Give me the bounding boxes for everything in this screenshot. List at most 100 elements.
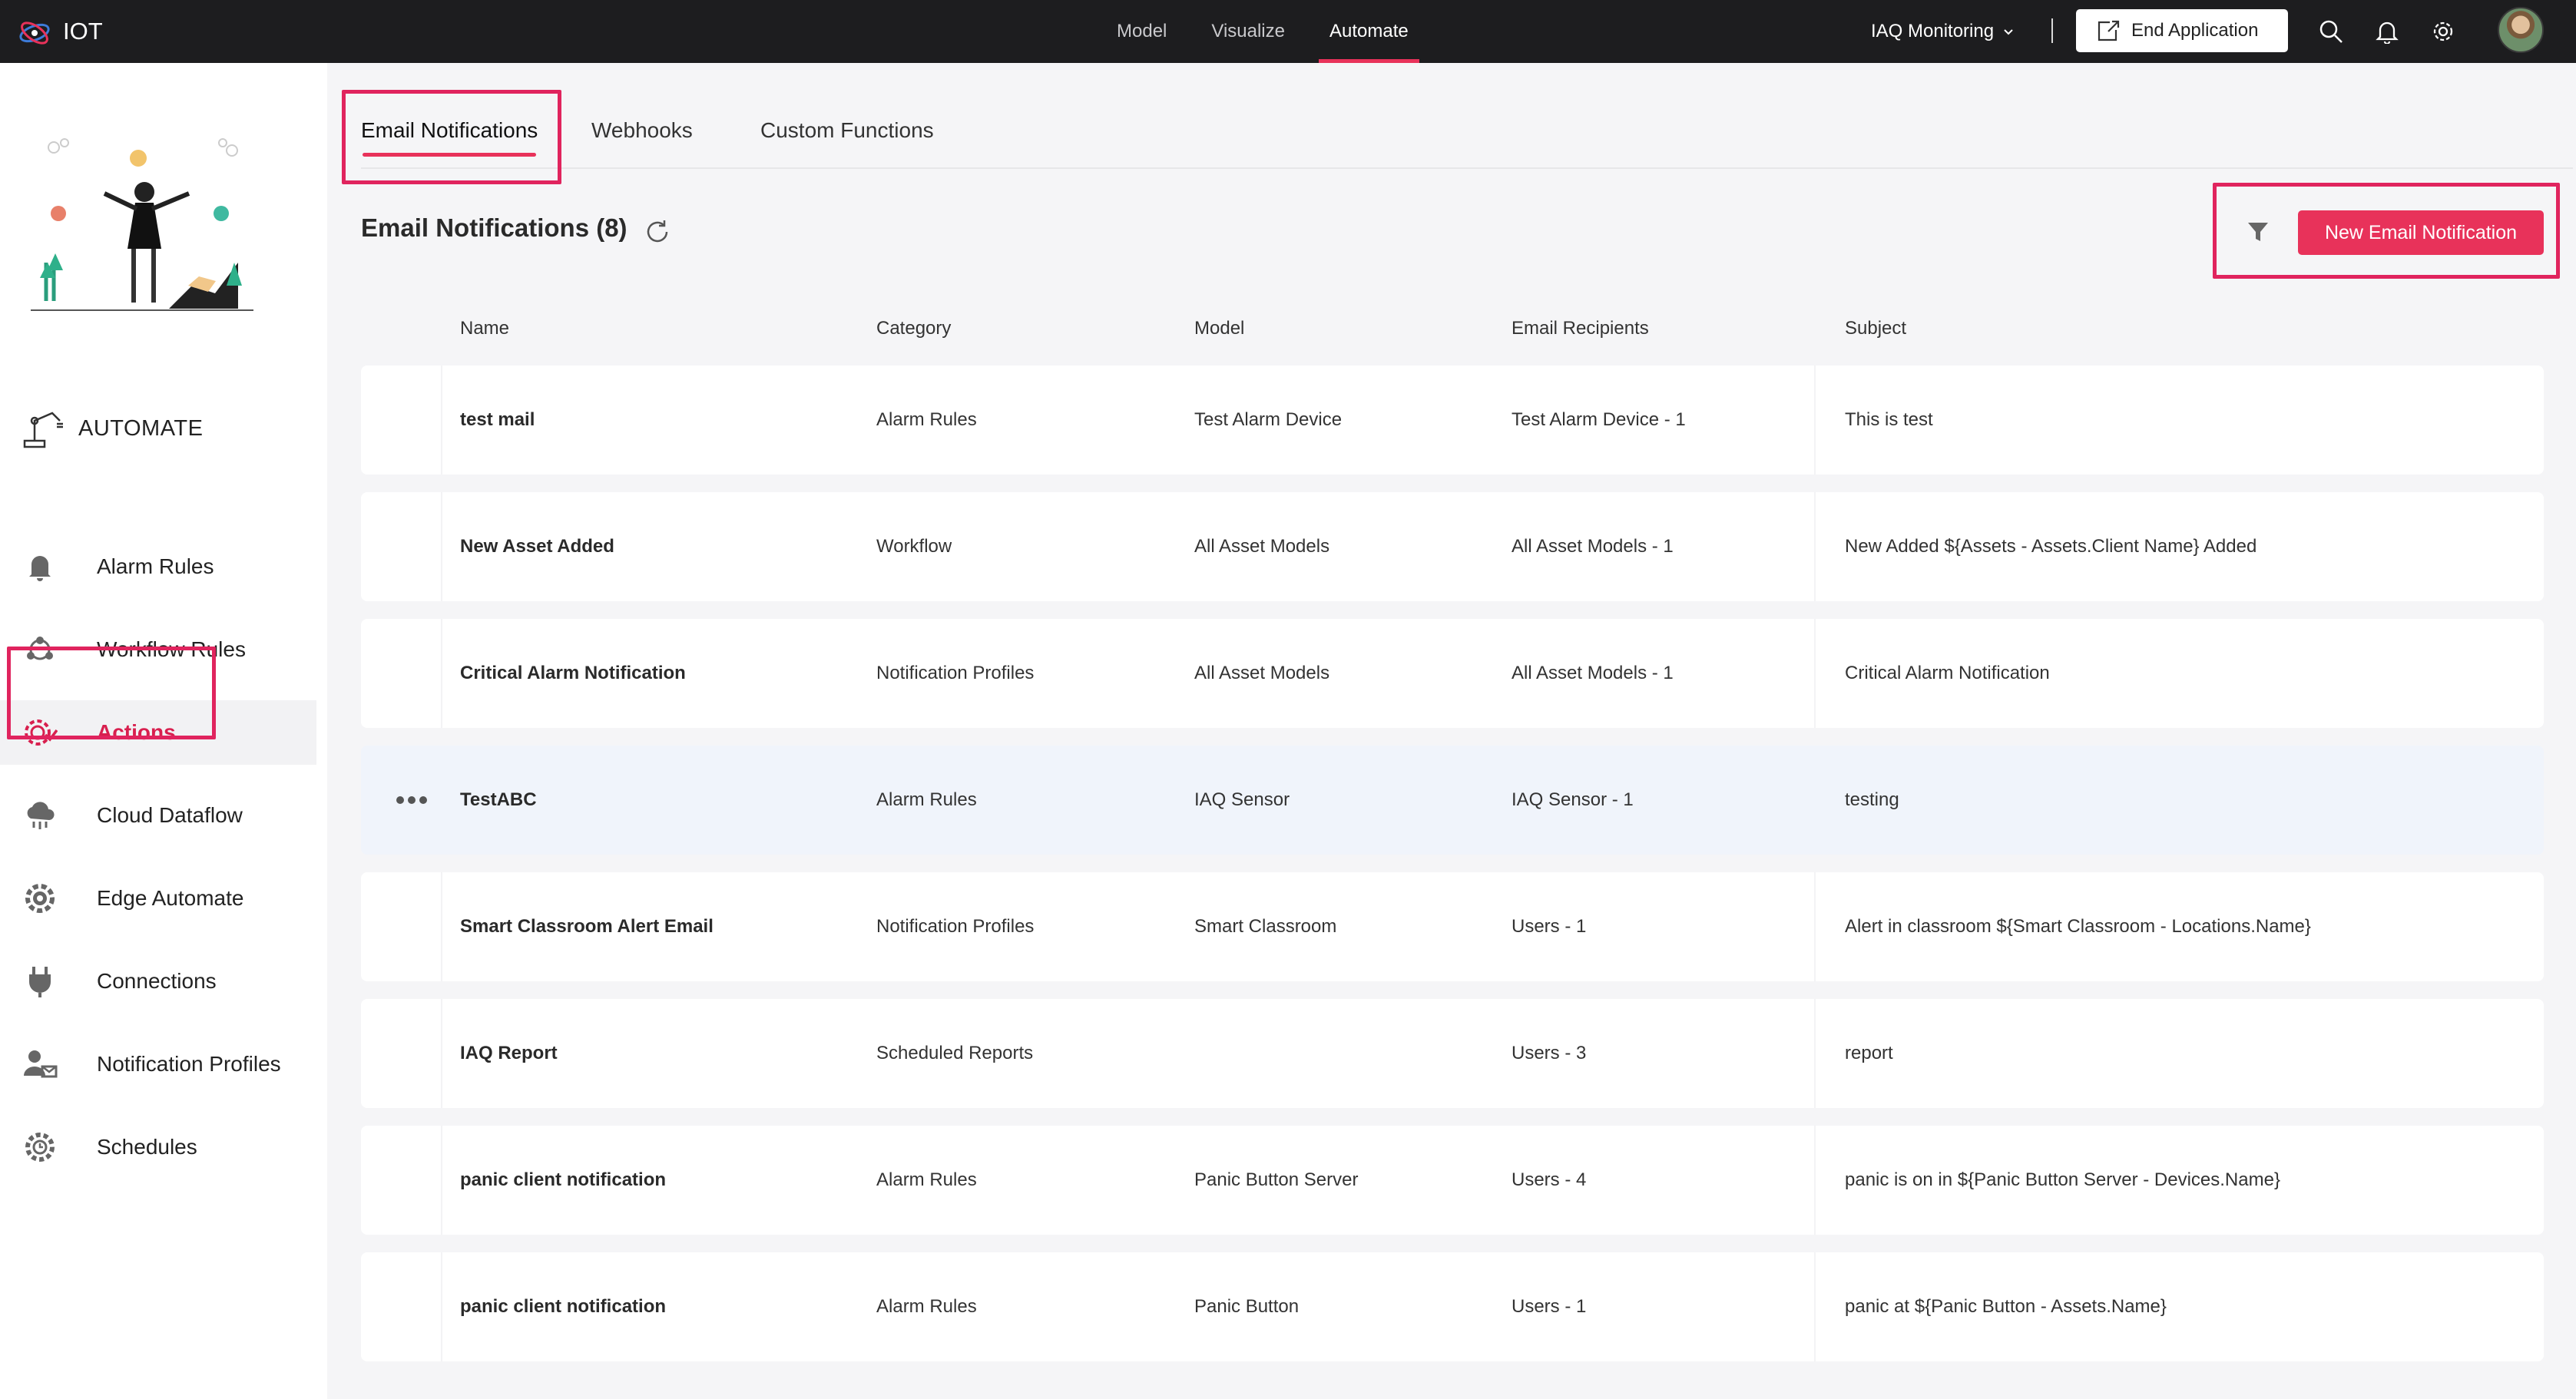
- column-header-model[interactable]: Model: [1194, 318, 1245, 339]
- row-separator: [441, 1126, 442, 1235]
- column-header-name[interactable]: Name: [460, 318, 510, 339]
- row-separator: [441, 999, 442, 1108]
- sidebar-item-label: Alarm Rules: [97, 554, 214, 578]
- filter-icon[interactable]: [2243, 217, 2273, 247]
- cell-category: Notification Profiles: [876, 916, 1035, 937]
- brand-name: IOT: [63, 18, 103, 45]
- tab-email-notifications[interactable]: Email Notifications: [361, 94, 538, 167]
- cell-recipients: Users - 1: [1511, 1296, 1587, 1317]
- row-separator: [1814, 492, 1816, 601]
- cell-subject: Critical Alarm Notification: [1845, 663, 2050, 683]
- sidebar-item-notification-profiles[interactable]: Notification Profiles: [0, 1032, 316, 1096]
- cell-recipients: All Asset Models - 1: [1511, 536, 1674, 557]
- row-separator: [441, 365, 442, 475]
- refresh-icon[interactable]: [644, 218, 671, 246]
- cell-model: All Asset Models: [1194, 663, 1330, 683]
- row-more-options-icon[interactable]: [396, 788, 435, 812]
- cell-name: Smart Classroom Alert Email: [460, 916, 714, 937]
- table-row[interactable]: panic client notification Alarm Rules Pa…: [361, 1126, 2544, 1235]
- cell-name: TestABC: [460, 789, 537, 810]
- main-nav: Model Visualize Automate: [1106, 0, 1442, 63]
- cell-subject: testing: [1845, 789, 1899, 810]
- cell-name: panic client notification: [460, 1296, 667, 1317]
- column-header-category[interactable]: Category: [876, 318, 952, 339]
- sidebar-item-label: Schedules: [97, 1135, 197, 1159]
- bell-icon[interactable]: [2372, 17, 2402, 46]
- sidebar-item-edge-automate[interactable]: Edge Automate: [0, 866, 316, 931]
- cell-category: Alarm Rules: [876, 1296, 977, 1317]
- sidebar-item-cloud-dataflow[interactable]: Cloud Dataflow: [0, 783, 316, 848]
- tab-label: Custom Functions: [760, 118, 934, 142]
- cell-name: IAQ Report: [460, 1043, 558, 1063]
- sidebar-item-workflow-rules[interactable]: Workflow Rules: [0, 617, 316, 682]
- cell-recipients: Users - 4: [1511, 1169, 1587, 1190]
- cell-category: Alarm Rules: [876, 409, 977, 430]
- new-email-notification-button[interactable]: New Email Notification: [2298, 210, 2544, 255]
- table-row[interactable]: test mail Alarm Rules Test Alarm Device …: [361, 365, 2544, 475]
- cell-subject: This is test: [1845, 409, 1933, 430]
- sidebar-item-connections[interactable]: Connections: [0, 949, 316, 1014]
- table-row[interactable]: IAQ Report Scheduled Reports Users - 3 r…: [361, 999, 2544, 1108]
- cell-recipients: Users - 1: [1511, 916, 1587, 937]
- sidebar-item-label: Actions: [97, 720, 176, 744]
- row-separator: [1814, 365, 1816, 475]
- cell-category: Notification Profiles: [876, 663, 1035, 683]
- cell-model: Smart Classroom: [1194, 916, 1337, 937]
- cell-recipients: IAQ Sensor - 1: [1511, 789, 1634, 810]
- table-row[interactable]: Smart Classroom Alert Email Notification…: [361, 872, 2544, 981]
- sidebar-item-alarm-rules[interactable]: Alarm Rules: [0, 534, 316, 599]
- cell-recipients: All Asset Models - 1: [1511, 663, 1674, 683]
- active-tab-indicator: [363, 153, 537, 157]
- cell-subject: New Added ${Assets - Assets.Client Name}…: [1845, 536, 2257, 557]
- nav-visualize[interactable]: Visualize: [1211, 21, 1285, 41]
- bell-icon: [22, 548, 58, 585]
- table-row[interactable]: New Asset Added Workflow All Asset Model…: [361, 492, 2544, 601]
- sidebar-item-schedules[interactable]: Schedules: [0, 1115, 316, 1179]
- cell-name: Critical Alarm Notification: [460, 663, 686, 683]
- application-selector[interactable]: IAQ Monitoring: [1871, 0, 2014, 63]
- cell-category: Alarm Rules: [876, 1169, 977, 1190]
- cell-name: New Asset Added: [460, 536, 614, 557]
- tab-webhooks[interactable]: Webhooks: [591, 94, 693, 167]
- column-header-email-recipients[interactable]: Email Recipients: [1511, 318, 1649, 339]
- nav-model[interactable]: Model: [1117, 21, 1167, 41]
- tab-label: Email Notifications: [361, 118, 538, 142]
- nav-automate[interactable]: Automate: [1319, 0, 1419, 63]
- table-row[interactable]: TestABC Alarm Rules IAQ Sensor IAQ Senso…: [361, 746, 2544, 855]
- row-separator: [441, 619, 442, 728]
- top-bar: IOT Model Visualize Automate IAQ Monitor…: [0, 0, 2576, 63]
- cell-subject: report: [1845, 1043, 1893, 1063]
- external-link-icon: [2098, 20, 2120, 41]
- end-application-button[interactable]: End Application: [2076, 9, 2288, 52]
- list-title: Email Notifications (8): [361, 213, 627, 242]
- brand[interactable]: IOT: [17, 0, 103, 63]
- search-icon[interactable]: [2316, 17, 2346, 46]
- cell-subject: panic at ${Panic Button - Assets.Name}: [1845, 1296, 2167, 1317]
- workflow-icon: [22, 631, 58, 668]
- sidebar-item-actions[interactable]: Actions: [0, 700, 316, 765]
- user-notification-icon: [22, 1046, 58, 1083]
- table-row[interactable]: Critical Alarm Notification Notification…: [361, 619, 2544, 728]
- plug-icon: [22, 963, 58, 1000]
- sidebar-item-label: Cloud Dataflow: [97, 803, 243, 827]
- cell-recipients: Users - 3: [1511, 1043, 1587, 1063]
- cell-subject: panic is on in ${Panic Button Server - D…: [1845, 1169, 2280, 1190]
- cell-category: Scheduled Reports: [876, 1043, 1034, 1063]
- cell-model: All Asset Models: [1194, 536, 1330, 557]
- column-header-subject[interactable]: Subject: [1845, 318, 1907, 339]
- row-separator: [1814, 619, 1816, 728]
- tab-custom-functions[interactable]: Custom Functions: [760, 94, 934, 167]
- robot-arm-icon: [23, 412, 63, 448]
- iot-logo-icon: [19, 21, 50, 45]
- automate-illustration: [31, 138, 253, 311]
- edge-gear-icon: [22, 880, 58, 917]
- sidebar-item-label: Edge Automate: [97, 886, 244, 910]
- tab-bar: Email Notifications Webhooks Custom Func…: [361, 94, 2573, 169]
- row-separator: [1814, 1126, 1816, 1235]
- table-row[interactable]: panic client notification Alarm Rules Pa…: [361, 1252, 2544, 1361]
- cell-recipients: Test Alarm Device - 1: [1511, 409, 1686, 430]
- settings-gear-icon[interactable]: [2429, 17, 2458, 46]
- section-title: AUTOMATE: [22, 405, 203, 451]
- cell-name: panic client notification: [460, 1169, 667, 1190]
- user-avatar[interactable]: [2498, 7, 2544, 53]
